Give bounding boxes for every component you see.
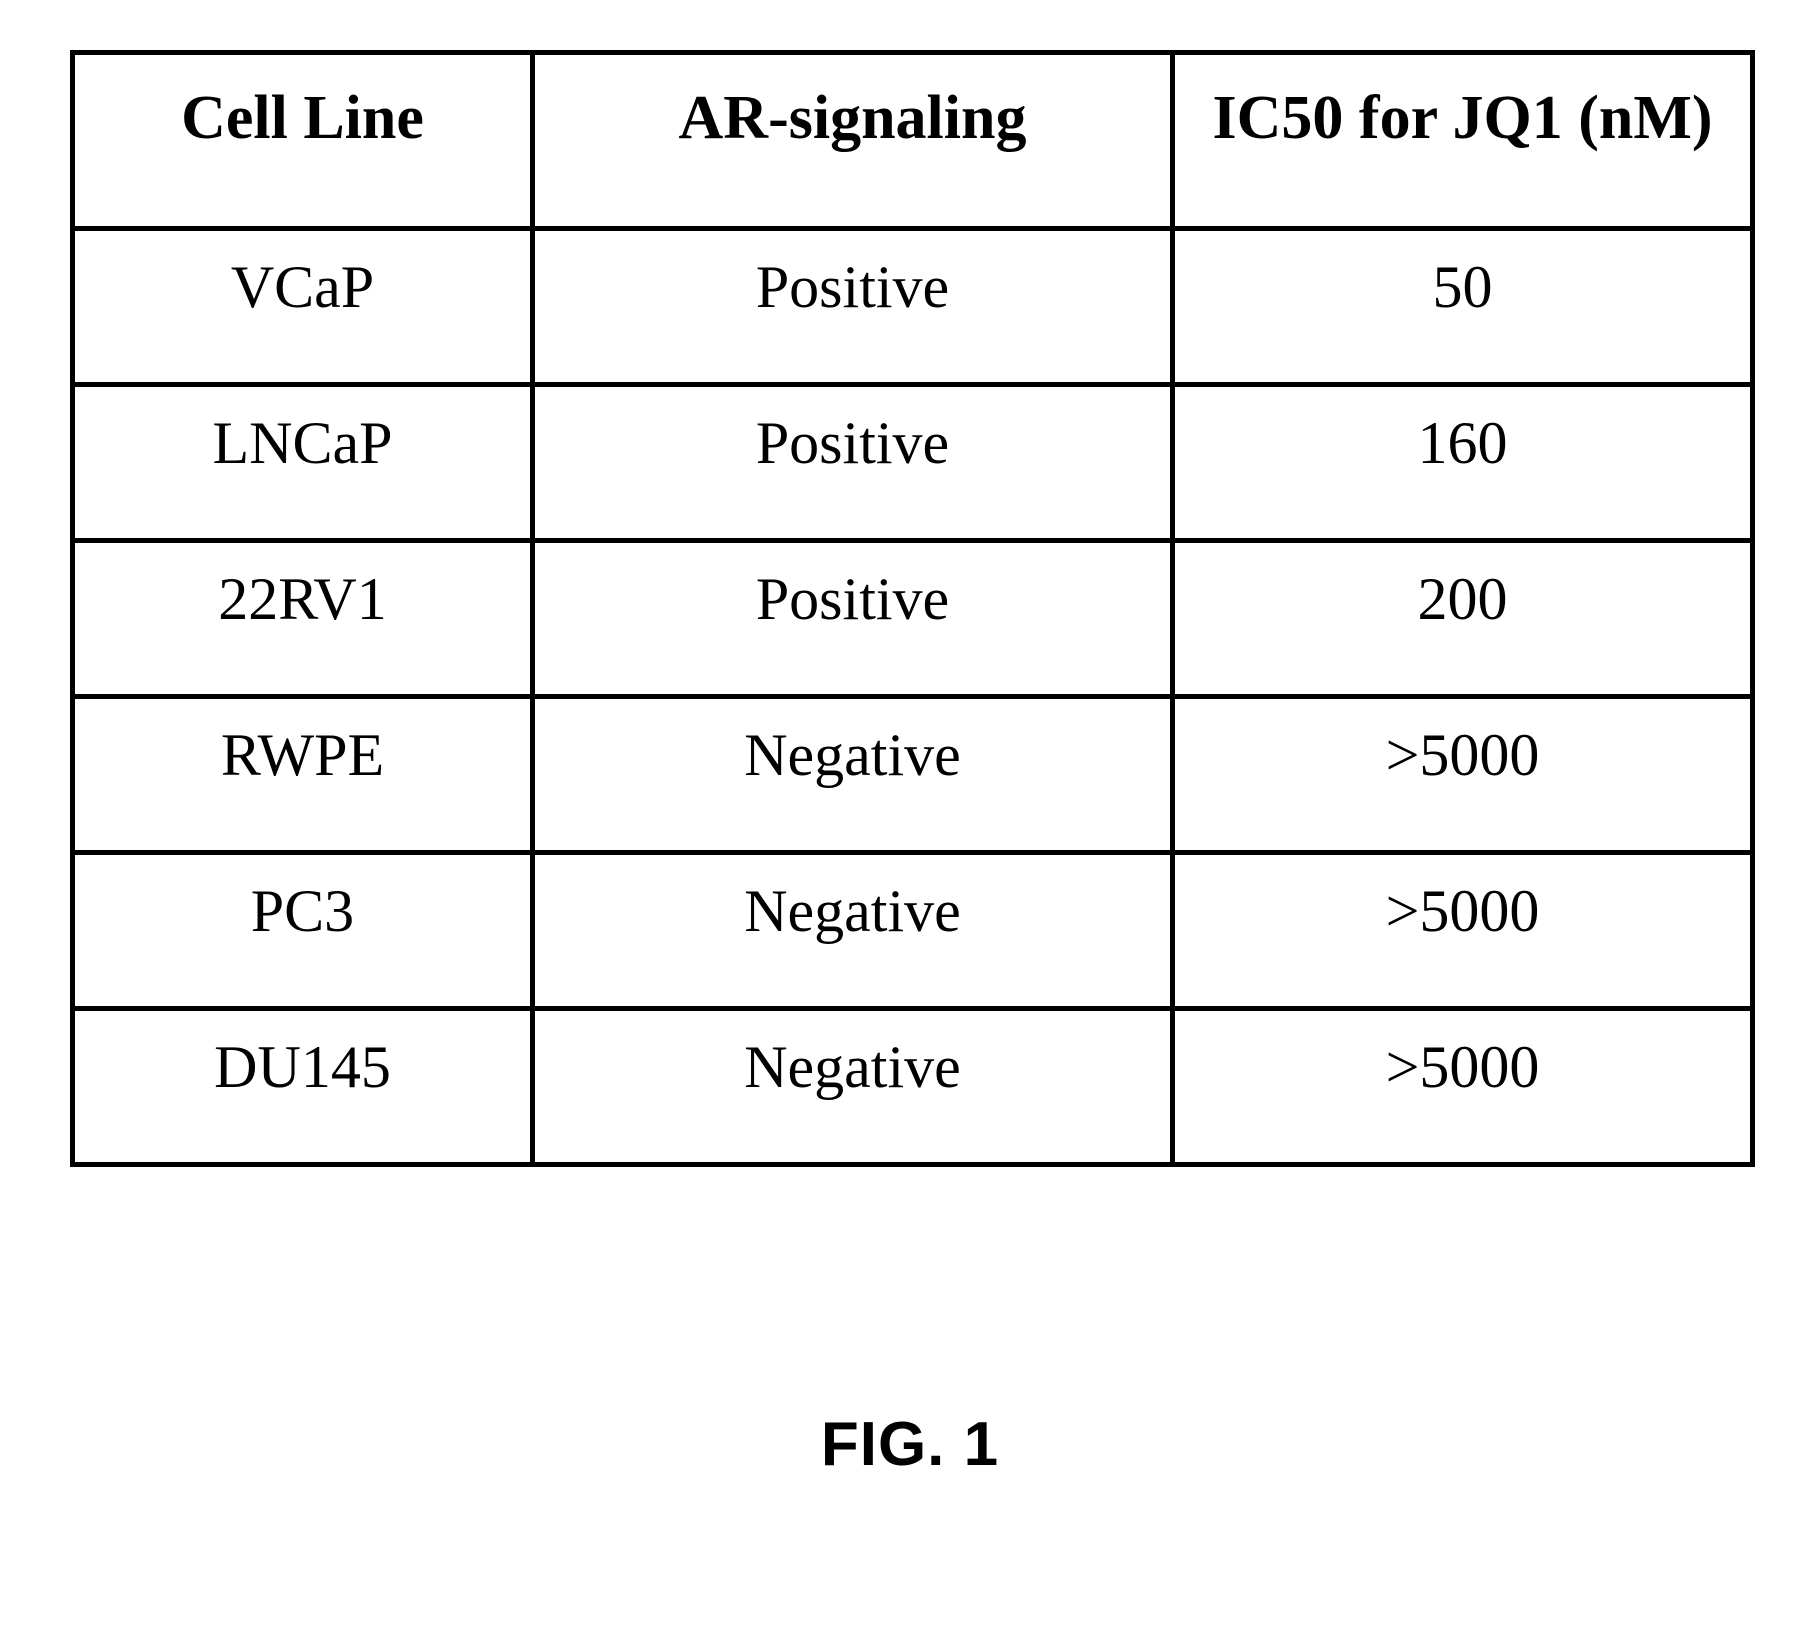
cell: >5000: [1173, 697, 1753, 853]
figure-page: Cell Line AR-signaling IC50 for JQ1 (nM)…: [0, 0, 1820, 1640]
col-header-ar-signaling: AR-signaling: [533, 53, 1173, 229]
table-row: DU145 Negative >5000: [73, 1009, 1753, 1165]
figure-caption: FIG. 1: [0, 1409, 1820, 1480]
cell: VCaP: [73, 229, 533, 385]
cell: >5000: [1173, 853, 1753, 1009]
col-header-cell-line: Cell Line: [73, 53, 533, 229]
col-header-ic50: IC50 for JQ1 (nM): [1173, 53, 1753, 229]
ic50-table: Cell Line AR-signaling IC50 for JQ1 (nM)…: [70, 50, 1755, 1167]
cell: DU145: [73, 1009, 533, 1165]
cell: RWPE: [73, 697, 533, 853]
cell: Negative: [533, 697, 1173, 853]
cell: 160: [1173, 385, 1753, 541]
cell: LNCaP: [73, 385, 533, 541]
table-row: RWPE Negative >5000: [73, 697, 1753, 853]
cell: Negative: [533, 853, 1173, 1009]
cell: >5000: [1173, 1009, 1753, 1165]
cell: Positive: [533, 541, 1173, 697]
cell: PC3: [73, 853, 533, 1009]
cell: 50: [1173, 229, 1753, 385]
table-row: 22RV1 Positive 200: [73, 541, 1753, 697]
table-row: VCaP Positive 50: [73, 229, 1753, 385]
cell: Negative: [533, 1009, 1173, 1165]
cell: Positive: [533, 385, 1173, 541]
table-row: PC3 Negative >5000: [73, 853, 1753, 1009]
cell: 200: [1173, 541, 1753, 697]
table-header-row: Cell Line AR-signaling IC50 for JQ1 (nM): [73, 53, 1753, 229]
cell: 22RV1: [73, 541, 533, 697]
cell: Positive: [533, 229, 1173, 385]
table-row: LNCaP Positive 160: [73, 385, 1753, 541]
